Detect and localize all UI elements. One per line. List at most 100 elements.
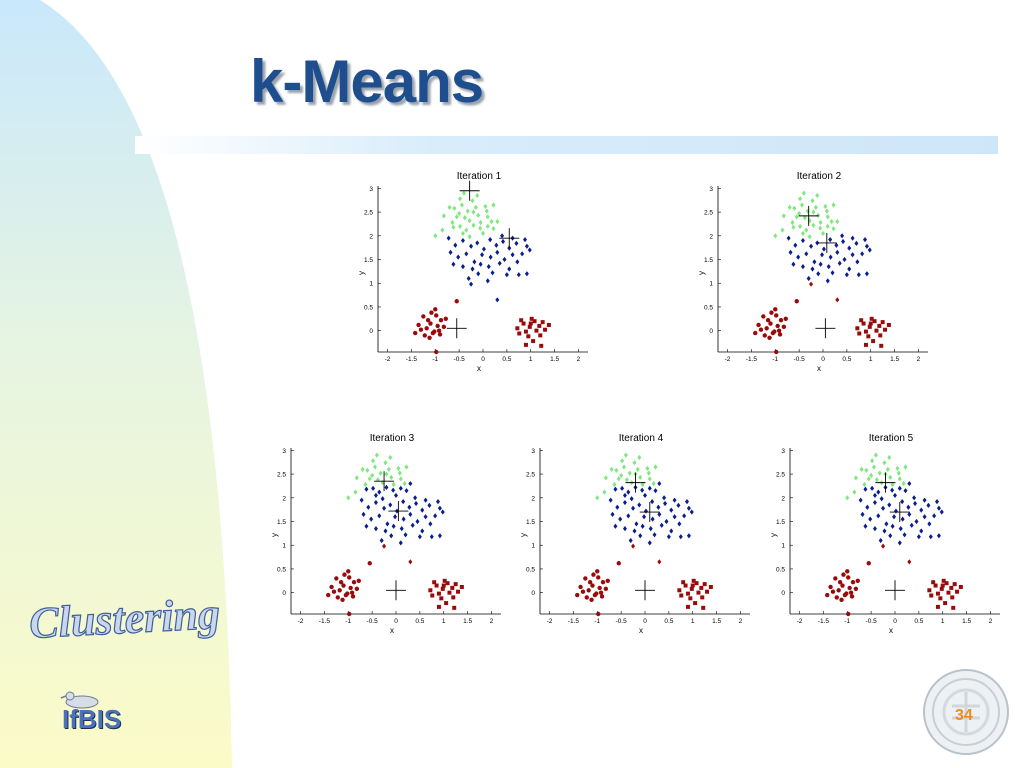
green-cluster-point xyxy=(471,209,476,215)
y-tick-label: 1.5 xyxy=(526,519,535,526)
green-cluster-point xyxy=(825,214,830,220)
blue-cluster-point xyxy=(515,259,520,265)
blue-cluster-point xyxy=(932,513,937,519)
red-cluster-point xyxy=(699,585,704,590)
green-cluster-point xyxy=(882,460,887,466)
blue-cluster-point xyxy=(524,243,529,249)
y-tick-label: 1.5 xyxy=(364,257,373,264)
red-cluster-point xyxy=(515,326,520,331)
red-cluster-point xyxy=(354,586,360,592)
centroid-marker xyxy=(885,580,905,601)
blue-cluster-point xyxy=(669,528,674,534)
blue-cluster-point xyxy=(629,496,634,502)
x-tick-label: -0.5 xyxy=(794,356,806,363)
red-cluster-point xyxy=(437,332,443,337)
blue-cluster-point xyxy=(844,272,849,278)
red-cluster-point xyxy=(517,331,522,336)
green-cluster-point xyxy=(491,202,496,208)
red-cluster-point xyxy=(430,330,436,336)
blue-cluster-point xyxy=(864,271,869,277)
blue-cluster-point xyxy=(662,495,667,501)
y-tick-label: 2 xyxy=(709,233,713,240)
red-cluster-point xyxy=(584,595,589,600)
red-cluster-point xyxy=(783,316,788,321)
blue-cluster-point xyxy=(793,242,798,248)
red-cluster-point xyxy=(886,322,891,327)
blue-cluster-point xyxy=(640,487,645,493)
red-cluster-point xyxy=(436,328,442,333)
green-cluster-point xyxy=(397,470,402,476)
blue-cluster-point xyxy=(408,480,413,487)
red-cluster-point xyxy=(657,559,662,565)
red-cluster-point xyxy=(424,326,429,331)
red-cluster-point xyxy=(769,310,774,315)
red-cluster-point xyxy=(527,324,532,329)
blue-cluster-point xyxy=(460,264,465,270)
blue-cluster-point xyxy=(855,259,860,265)
blue-cluster-point xyxy=(469,281,474,287)
blue-cluster-point xyxy=(632,528,637,534)
green-cluster-point xyxy=(384,471,389,477)
blue-cluster-point xyxy=(480,252,485,258)
red-cluster-point xyxy=(702,582,707,587)
scatter-plot-iteration-3: Iteration 3 -2 -1.5 -1 -0.5 0 0.5 1 1.5 2 0 0.5 1 1.5… xyxy=(270,433,501,635)
green-cluster-point xyxy=(798,196,803,202)
blue-cluster-point xyxy=(890,523,895,529)
blue-cluster-point xyxy=(914,518,919,525)
green-cluster-point xyxy=(389,474,394,481)
red-cluster-point xyxy=(329,584,334,590)
blue-cluster-point xyxy=(466,275,471,282)
blue-cluster-point xyxy=(613,486,618,492)
red-cluster-point xyxy=(422,333,427,338)
blue-cluster-point xyxy=(842,256,847,263)
red-cluster-point xyxy=(946,590,951,595)
green-cluster-point xyxy=(864,467,869,473)
red-cluster-point xyxy=(929,593,934,598)
blue-cluster-point xyxy=(488,236,493,243)
blue-cluster-point xyxy=(433,513,438,519)
red-cluster-point xyxy=(453,582,458,587)
red-cluster-point xyxy=(677,588,682,593)
x-tick-label: 1.5 xyxy=(712,618,721,625)
red-cluster-point xyxy=(450,585,455,590)
red-cluster-point xyxy=(907,559,912,565)
green-cluster-point xyxy=(396,465,401,471)
x-tick-label: -1.5 xyxy=(746,356,758,363)
green-cluster-point xyxy=(460,230,465,237)
red-cluster-point xyxy=(809,281,814,287)
green-cluster-point xyxy=(460,202,464,208)
green-cluster-point xyxy=(873,452,878,458)
blue-cluster-point xyxy=(620,485,625,491)
green-cluster-point xyxy=(467,234,472,240)
blue-cluster-point xyxy=(922,497,927,503)
green-cluster-point xyxy=(391,481,396,488)
blue-cluster-point xyxy=(500,233,505,239)
red-cluster-point xyxy=(855,326,860,331)
red-cluster-point xyxy=(441,583,446,588)
red-cluster-point xyxy=(434,583,439,588)
y-tick-label: 1 xyxy=(531,543,535,550)
blue-cluster-point xyxy=(420,507,425,513)
blue-cluster-point xyxy=(825,278,830,284)
blue-cluster-point xyxy=(391,487,396,493)
y-tick-label: 3 xyxy=(531,448,535,455)
blue-cluster-point xyxy=(672,497,677,503)
red-cluster-point xyxy=(767,335,772,340)
blue-cluster-point xyxy=(669,507,674,513)
centroid-marker xyxy=(386,580,406,601)
blue-cluster-point xyxy=(414,500,419,507)
green-cluster-point xyxy=(901,480,906,487)
red-cluster-point xyxy=(685,604,690,609)
green-cluster-point xyxy=(645,465,650,471)
red-cluster-point xyxy=(436,604,441,609)
green-cluster-point xyxy=(484,208,489,214)
green-cluster-point xyxy=(388,454,393,461)
blue-cluster-point xyxy=(865,504,870,510)
blue-cluster-point xyxy=(507,266,512,272)
red-cluster-point xyxy=(586,588,591,593)
y-tick-label: 3 xyxy=(709,186,713,193)
blue-cluster-point xyxy=(872,499,877,506)
blue-cluster-point xyxy=(854,240,859,246)
green-cluster-point xyxy=(870,458,875,464)
